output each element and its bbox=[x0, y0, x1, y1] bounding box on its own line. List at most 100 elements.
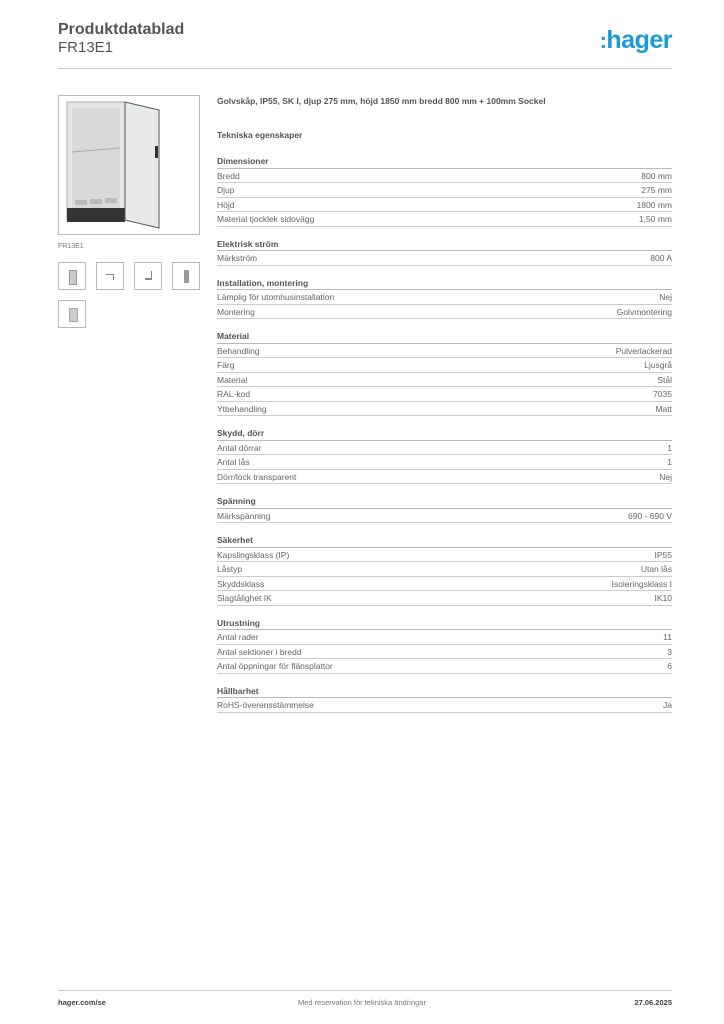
tech-heading: Tekniska egenskaper bbox=[217, 130, 303, 140]
spec-row: Antal rader 11 bbox=[217, 630, 672, 645]
spec-value: 3 bbox=[667, 646, 672, 657]
spec-label: Kapslingsklass (IP) bbox=[217, 549, 290, 560]
spec-row: Låstyp Utan lås bbox=[217, 562, 672, 577]
spec-row: Antal sektioner i bredd 3 bbox=[217, 645, 672, 659]
spec-value: Nej bbox=[659, 471, 672, 482]
spec-value: IP55 bbox=[654, 549, 673, 560]
spec-label: Antal dörrar bbox=[217, 442, 262, 453]
spec-row: Material tjocklek sidovägg 1,50 mm bbox=[217, 212, 672, 227]
hager-logo: :hager bbox=[599, 26, 673, 54]
spec-row: Kapslingsklass (IP) IP55 bbox=[217, 548, 673, 562]
footer-divider bbox=[58, 990, 672, 991]
spec-value: Nej bbox=[659, 292, 672, 302]
spec-row: Ytbehandling Matt bbox=[217, 402, 672, 416]
spec-value: 1 bbox=[667, 442, 672, 453]
spec-label: Färg bbox=[217, 360, 235, 370]
spec-label: Material tjocklek sidovägg bbox=[217, 214, 315, 224]
spec-section: Skydd, dörr Antal dörrar 1 Antal lås 1 Dörr/l… bbox=[217, 426, 672, 484]
spec-row: Märkström 800 A bbox=[217, 251, 672, 266]
spec-section: Installation, montering Lämplig för utomh… bbox=[217, 276, 672, 319]
spec-row: RoHS-överensstämmelse Ja bbox=[217, 698, 672, 713]
spec-value: Ja bbox=[663, 700, 672, 710]
spec-value: IK10 bbox=[654, 593, 673, 603]
section-heading: Installation, montering bbox=[217, 276, 672, 290]
spec-row: Dörr/lock transparent Nej bbox=[217, 470, 672, 484]
spec-row: Behandling Pulverlackerad bbox=[217, 344, 672, 358]
spec-label: Märkström bbox=[217, 253, 258, 263]
spec-value: Isoleringsklass I bbox=[611, 578, 672, 589]
spec-value: 800 A bbox=[650, 253, 672, 263]
spec-label: Djup bbox=[217, 185, 235, 195]
spec-label: Behandling bbox=[217, 345, 260, 356]
spec-label: Antal sektioner i bredd bbox=[217, 646, 302, 657]
thumbnail-3[interactable] bbox=[134, 262, 162, 290]
spec-row: Bredd 800 mm bbox=[217, 169, 672, 183]
section-heading: Spänning bbox=[217, 494, 672, 509]
spec-value: Ljusgrå bbox=[644, 360, 672, 370]
spec-row: Höjd 1800 mm bbox=[217, 198, 672, 212]
spec-row: Slagtålighet IK IK10 bbox=[217, 591, 672, 606]
spec-row: RAL-kod 7035 bbox=[217, 387, 672, 402]
spec-label: Ytbehandling bbox=[217, 403, 267, 414]
spec-label: Låstyp bbox=[217, 564, 243, 574]
spec-section: Utrustning Antal rader 11 Antal sektioner i… bbox=[217, 616, 672, 674]
thumbnail-4[interactable] bbox=[172, 262, 200, 290]
section-heading: Säkerhet bbox=[217, 533, 672, 548]
spec-value: 1,50 mm bbox=[638, 214, 672, 224]
section-heading: Hållbarhet bbox=[217, 684, 672, 698]
spec-row: Antal öppningar för flänsplattor 6 bbox=[217, 659, 672, 674]
product-code: FR13E1 bbox=[58, 39, 114, 56]
section-heading: Material bbox=[217, 329, 672, 344]
footer-date: 27.06.2025 bbox=[634, 998, 672, 1007]
spec-value: Pulverlackerad bbox=[615, 345, 672, 356]
spec-label: Lämplig för utomhusinstallation bbox=[217, 292, 335, 302]
section-heading: Elektrisk ström bbox=[217, 237, 672, 251]
thumbnail-1[interactable] bbox=[58, 262, 86, 290]
spec-row: Lämplig för utomhusinstallation Nej bbox=[217, 290, 672, 305]
spec-value: 11 bbox=[663, 632, 672, 642]
spec-row: Montering Golvmontering bbox=[217, 305, 672, 319]
spec-section: Säkerhet Kapslingsklass (IP) IP55 Låstyp Uta… bbox=[217, 533, 672, 606]
thumbnail-5[interactable] bbox=[58, 300, 86, 328]
spec-row: Märkspänning 690 - 690 V bbox=[217, 509, 672, 523]
image-caption: FR13E1 bbox=[58, 243, 84, 250]
spec-label: RAL-kod bbox=[217, 389, 251, 399]
spec-value: Utan lås bbox=[640, 564, 672, 574]
spec-section: Hållbarhet RoHS-överensstämmelse Ja bbox=[217, 684, 672, 713]
spec-value: 690 - 690 V bbox=[628, 510, 672, 521]
section-heading: Dimensioner bbox=[217, 154, 672, 169]
footer-notice: Med reservation för tekniska ändringar bbox=[298, 998, 426, 1007]
spec-label: Material bbox=[217, 374, 248, 385]
footer-website[interactable]: hager.com/se bbox=[58, 998, 106, 1007]
spec-row: Antal dörrar 1 bbox=[217, 441, 672, 455]
section-heading: Skydd, dörr bbox=[217, 426, 672, 441]
spec-label: Antal öppningar för flänsplattor bbox=[217, 661, 333, 671]
spec-label: Höjd bbox=[217, 199, 235, 210]
spec-row: Djup 275 mm bbox=[217, 183, 672, 198]
spec-section: Dimensioner Bredd 800 mm Djup 275 mm Höjd 1800… bbox=[217, 154, 672, 227]
spec-label: Skyddsklass bbox=[217, 578, 265, 589]
spec-label: Antal rader bbox=[217, 632, 259, 642]
spec-value: 800 mm bbox=[641, 170, 672, 181]
spec-row: Antal lås 1 bbox=[217, 455, 672, 470]
section-heading: Utrustning bbox=[217, 616, 672, 630]
spec-value: Matt bbox=[655, 403, 672, 414]
spec-section: Elektrisk ström Märkström 800 A bbox=[217, 237, 672, 266]
spec-value: 6 bbox=[667, 661, 672, 671]
spec-row: Skyddsklass Isoleringsklass I bbox=[217, 577, 672, 591]
page-title: Produktdatablad bbox=[58, 21, 185, 38]
thumbnail-2[interactable] bbox=[96, 262, 124, 290]
spec-label: Märkspänning bbox=[217, 510, 271, 521]
spec-section: Material Behandling Pulverlackerad Färg Ljus… bbox=[217, 329, 672, 416]
spec-value: 1 bbox=[667, 457, 672, 467]
spec-row: Material Stål bbox=[217, 373, 672, 387]
spec-table: Dimensioner Bredd 800 mm Djup 275 mm Höjd 1800… bbox=[217, 154, 672, 723]
spec-label: RoHS-överensstämmelse bbox=[217, 700, 314, 710]
spec-label: Bredd bbox=[217, 170, 240, 181]
spec-label: Dörr/lock transparent bbox=[217, 471, 297, 482]
product-description: Golvskåp, IP55, SK I, djup 275 mm, höjd … bbox=[217, 96, 546, 106]
spec-value: Stål bbox=[657, 374, 672, 385]
spec-value: 275 mm bbox=[641, 185, 672, 195]
spec-row: Färg Ljusgrå bbox=[217, 358, 672, 373]
